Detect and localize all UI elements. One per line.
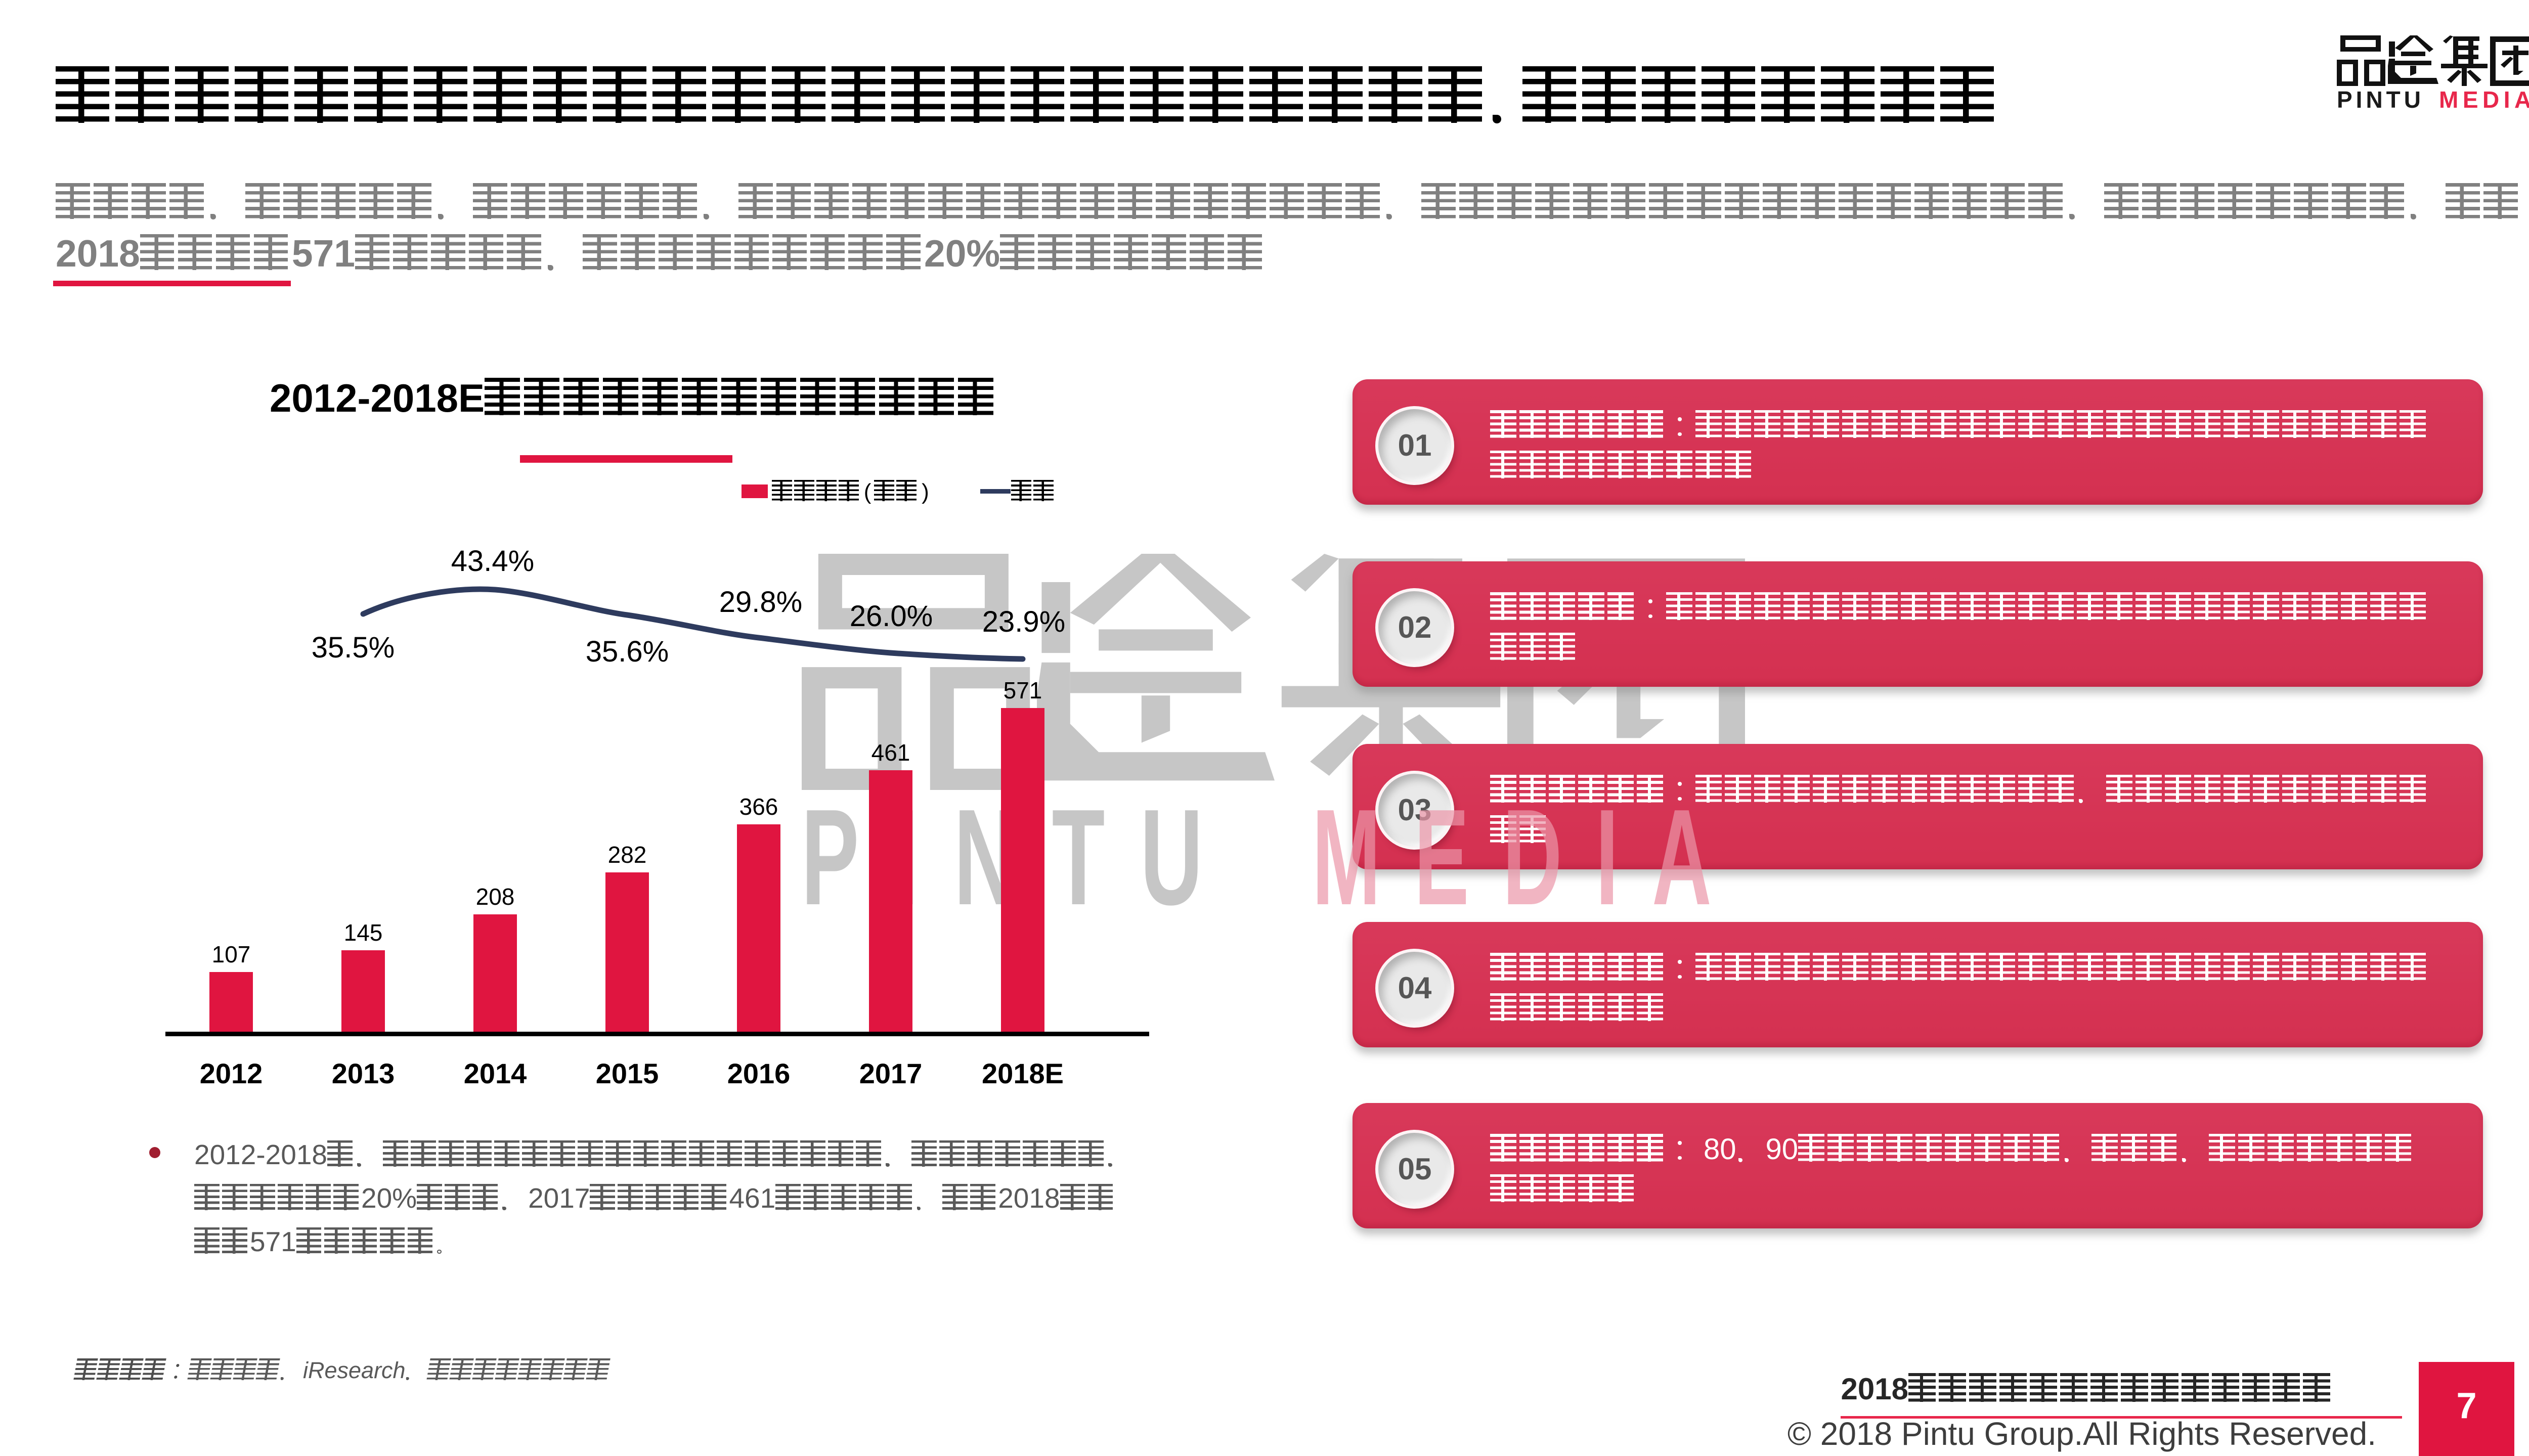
svg-text:PINTU: PINTU (2337, 86, 2424, 109)
svg-text:MEDIA: MEDIA (1312, 781, 1745, 934)
svg-text:PINTU: PINTU (801, 781, 1238, 934)
svg-text:MEDIA: MEDIA (2439, 86, 2529, 109)
